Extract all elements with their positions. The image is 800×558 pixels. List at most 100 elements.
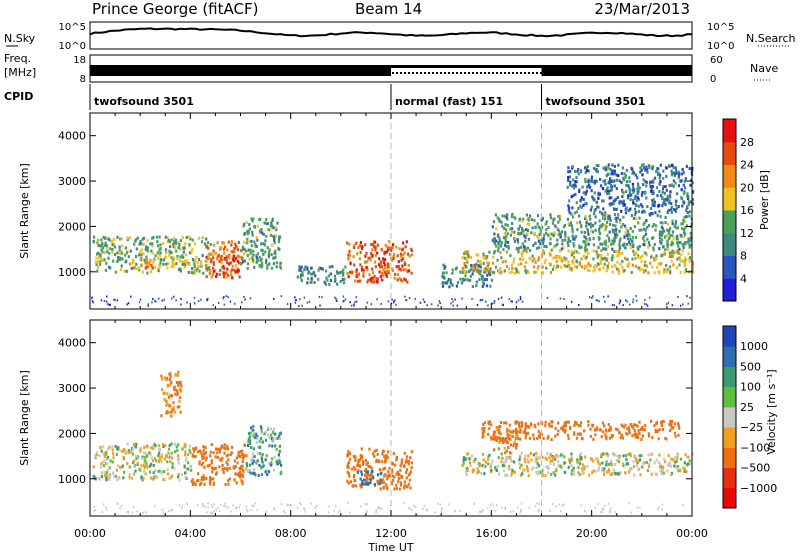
velocity-cell (369, 481, 372, 485)
power-cell (575, 176, 578, 179)
velocity-cell (212, 477, 215, 481)
power-cell (105, 261, 108, 265)
power-cell (225, 275, 228, 279)
power-cell (659, 180, 662, 183)
power-cell (451, 298, 453, 300)
power-cell (615, 187, 618, 191)
velocity-cell (164, 444, 167, 448)
power-cell (448, 285, 451, 289)
power-cell (500, 296, 503, 299)
velocity-cell (398, 487, 401, 491)
velocity-cell (576, 458, 579, 462)
power-cell (527, 237, 530, 241)
velocity-cell (473, 502, 475, 505)
velocity-cell (223, 505, 225, 507)
power-cell (107, 256, 110, 260)
power-cell (205, 255, 208, 259)
velocity-cell (567, 437, 570, 441)
power-cell (246, 237, 249, 241)
power-cell (223, 251, 226, 255)
power-cell (482, 280, 485, 284)
velocity-cell (99, 445, 102, 449)
power-cell (271, 217, 274, 221)
velocity-cell (519, 430, 522, 434)
power-cell (262, 232, 265, 236)
velocity-cell (638, 432, 641, 435)
power-cell (610, 196, 613, 200)
power-cell (594, 228, 597, 232)
velocity-cell (179, 388, 182, 392)
velocity-cell (579, 452, 582, 456)
power-cell (671, 304, 674, 307)
power-cell (617, 213, 620, 217)
power-cell (191, 258, 195, 261)
power-cell (301, 270, 304, 274)
power-cell (669, 253, 672, 257)
velocity-cell (135, 457, 138, 461)
power-cell (642, 183, 645, 187)
power-cell (301, 273, 304, 277)
power-cell (629, 237, 632, 241)
power-cell (655, 170, 658, 173)
power-cell (334, 279, 337, 283)
power-cell (265, 258, 268, 262)
velocity-cell (180, 389, 183, 393)
velocity-cell (647, 453, 650, 457)
power-cell (643, 250, 646, 254)
power-cell (597, 246, 600, 250)
velocity-cell (169, 476, 172, 480)
power-cell (372, 243, 375, 247)
power-cell (609, 219, 612, 222)
power-cell (226, 261, 229, 265)
velocity-cell (462, 458, 465, 462)
power-cell (476, 259, 479, 263)
power-ytick-label-1: 2000 (58, 220, 86, 233)
nave-tick-top: 60 (710, 55, 723, 66)
power-cell (682, 218, 685, 222)
power-cell (131, 258, 134, 262)
velocity-cell (587, 423, 590, 427)
power-cell (541, 251, 544, 255)
power-cell (658, 271, 661, 275)
power-cell (519, 257, 522, 261)
power-cell (686, 205, 689, 209)
power-cell (586, 165, 589, 169)
power-cell (256, 224, 259, 228)
power-cell (615, 220, 618, 224)
power-cell (266, 264, 269, 268)
power-cell (572, 261, 575, 265)
power-cell (505, 264, 509, 268)
velocity-cell (499, 439, 502, 443)
power-cell (243, 295, 245, 298)
power-cell (120, 264, 123, 268)
power-cell (260, 242, 263, 246)
power-cell (391, 267, 394, 271)
power-cell (402, 257, 405, 261)
power-cell (126, 236, 129, 240)
velocity-cell (537, 464, 541, 468)
power-cell (533, 257, 536, 261)
velocity-cell (464, 470, 468, 474)
power-cell (268, 251, 271, 255)
power-cell (563, 256, 566, 260)
power-cell (482, 262, 485, 265)
power-cell (582, 254, 585, 258)
velocity-cell (171, 465, 174, 469)
power-cell (191, 238, 194, 242)
power-cell (567, 260, 570, 264)
velocity-cell (106, 469, 109, 473)
power-cell (651, 224, 654, 228)
power-cell (611, 163, 614, 167)
power-cell (662, 270, 666, 274)
velocity-cell (645, 460, 648, 464)
power-colorbar-swatch-7 (723, 119, 736, 143)
power-cell (109, 247, 112, 251)
power-cell (267, 228, 270, 232)
power-cell (146, 261, 149, 265)
power-cell (534, 260, 537, 264)
power-cell (652, 248, 655, 252)
velocity-cell (509, 430, 512, 434)
power-cell (241, 301, 243, 304)
power-cell (212, 304, 215, 307)
power-cell (587, 252, 590, 255)
